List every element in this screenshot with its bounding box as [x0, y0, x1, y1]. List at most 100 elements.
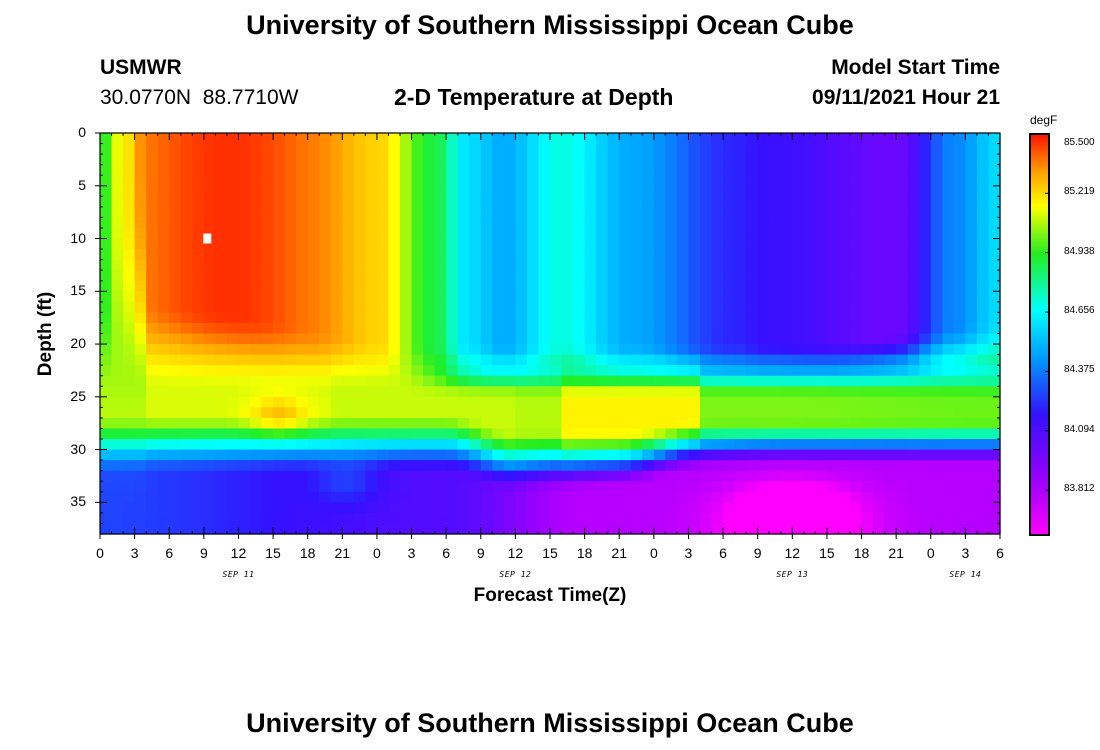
heatmap-cell: [930, 344, 943, 356]
heatmap-cell: [342, 481, 355, 493]
heatmap-cell: [342, 491, 355, 503]
heatmap-cell: [596, 481, 609, 493]
heatmap-cell: [146, 354, 159, 366]
heatmap-cell: [665, 344, 678, 356]
heatmap-cell: [169, 396, 182, 408]
heatmap-cell: [123, 227, 136, 240]
heatmap-cell: [884, 428, 897, 440]
heatmap-cell: [711, 206, 724, 219]
heatmap-cell: [111, 470, 124, 482]
heatmap-cell: [769, 481, 782, 493]
heatmap-cell: [976, 175, 990, 187]
heatmap-cell: [180, 333, 193, 345]
heatmap-cell: [907, 396, 920, 408]
heatmap-cell: [111, 491, 124, 503]
heatmap-cell: [665, 133, 678, 145]
heatmap-cell: [480, 238, 493, 250]
heatmap-cell: [676, 312, 690, 324]
heatmap-cell: [838, 375, 851, 387]
heatmap-cell: [711, 133, 724, 145]
heatmap-cell: [769, 238, 782, 250]
heatmap-cell: [353, 259, 366, 271]
heatmap-cell: [376, 312, 390, 324]
heatmap-cell: [630, 375, 643, 387]
heatmap-cell: [850, 333, 863, 345]
heatmap-cell: [134, 386, 147, 398]
heatmap-cell: [469, 206, 482, 219]
heatmap-cell: [769, 206, 782, 219]
heatmap-cell: [792, 417, 805, 430]
date-label: SEP 14: [949, 570, 982, 579]
heatmap-cell: [630, 133, 643, 145]
heatmap-cell: [665, 227, 678, 240]
heatmap-cell: [907, 407, 920, 419]
heatmap-cell: [134, 333, 147, 345]
heatmap-cell: [815, 206, 828, 219]
heatmap-cell: [273, 154, 286, 166]
heatmap-cell: [169, 280, 182, 292]
heatmap-cell: [411, 407, 424, 419]
heatmap-cell: [515, 502, 528, 514]
heatmap-cell: [746, 175, 759, 187]
heatmap-cell: [769, 470, 782, 482]
heatmap-cell: [515, 291, 528, 303]
heatmap-cell: [930, 227, 943, 240]
heatmap-cell: [203, 407, 216, 419]
heatmap-cell: [250, 312, 263, 324]
heatmap-cell: [976, 439, 990, 451]
heatmap-cell: [169, 365, 182, 377]
heatmap-cell: [273, 301, 286, 313]
heatmap-cell: [296, 175, 309, 187]
heatmap-cell: [203, 143, 216, 155]
heatmap-cell: [630, 523, 643, 535]
heatmap-cell: [296, 322, 309, 335]
heatmap-cell: [896, 470, 909, 482]
heatmap-cell: [896, 270, 909, 282]
heatmap-cell: [734, 460, 747, 472]
colorbar-unit: degF: [1030, 113, 1058, 127]
heatmap-cell: [203, 417, 216, 430]
heatmap-cell: [503, 396, 516, 408]
heatmap-cell: [503, 354, 516, 366]
heatmap-cell: [111, 322, 124, 335]
heatmap-cell: [376, 365, 390, 377]
heatmap-cell: [630, 249, 643, 261]
heatmap-cell: [284, 523, 297, 535]
heatmap-cell: [538, 259, 551, 271]
heatmap-cell: [653, 523, 666, 535]
heatmap-cell: [584, 439, 597, 451]
heatmap-cell: [169, 502, 182, 514]
heatmap-cell: [884, 196, 897, 208]
heatmap-cell: [423, 523, 436, 535]
heatmap-cell: [446, 481, 459, 493]
heatmap-cell: [157, 365, 170, 377]
heatmap-cell: [965, 227, 978, 240]
heatmap-cell: [146, 249, 159, 261]
heatmap-cell: [411, 291, 424, 303]
heatmap-cell: [261, 280, 274, 292]
heatmap-cell: [400, 417, 413, 430]
heatmap-cell: [965, 154, 978, 166]
heatmap-cell: [734, 491, 747, 503]
heatmap-cell: [976, 512, 990, 525]
heatmap-cell: [965, 143, 978, 155]
heatmap-cell: [492, 491, 505, 503]
heatmap-cell: [503, 227, 516, 240]
heatmap-cell: [123, 481, 136, 493]
heatmap-cell: [480, 217, 493, 229]
heatmap-cell: [780, 407, 793, 419]
heatmap-cell: [930, 133, 943, 145]
heatmap-cell: [215, 354, 228, 366]
heatmap-cell: [400, 259, 413, 271]
heatmap-cell: [884, 439, 897, 451]
heatmap-cell: [988, 322, 1001, 335]
heatmap-cell: [503, 301, 516, 313]
heatmap-cell: [642, 470, 655, 482]
heatmap-cell: [457, 238, 470, 250]
heatmap-cell: [573, 270, 586, 282]
heatmap-cell: [238, 449, 251, 461]
heatmap-cell: [988, 259, 1001, 271]
heatmap-cell: [896, 365, 909, 377]
heatmap-cell: [203, 312, 216, 324]
heatmap-cell: [411, 280, 424, 292]
